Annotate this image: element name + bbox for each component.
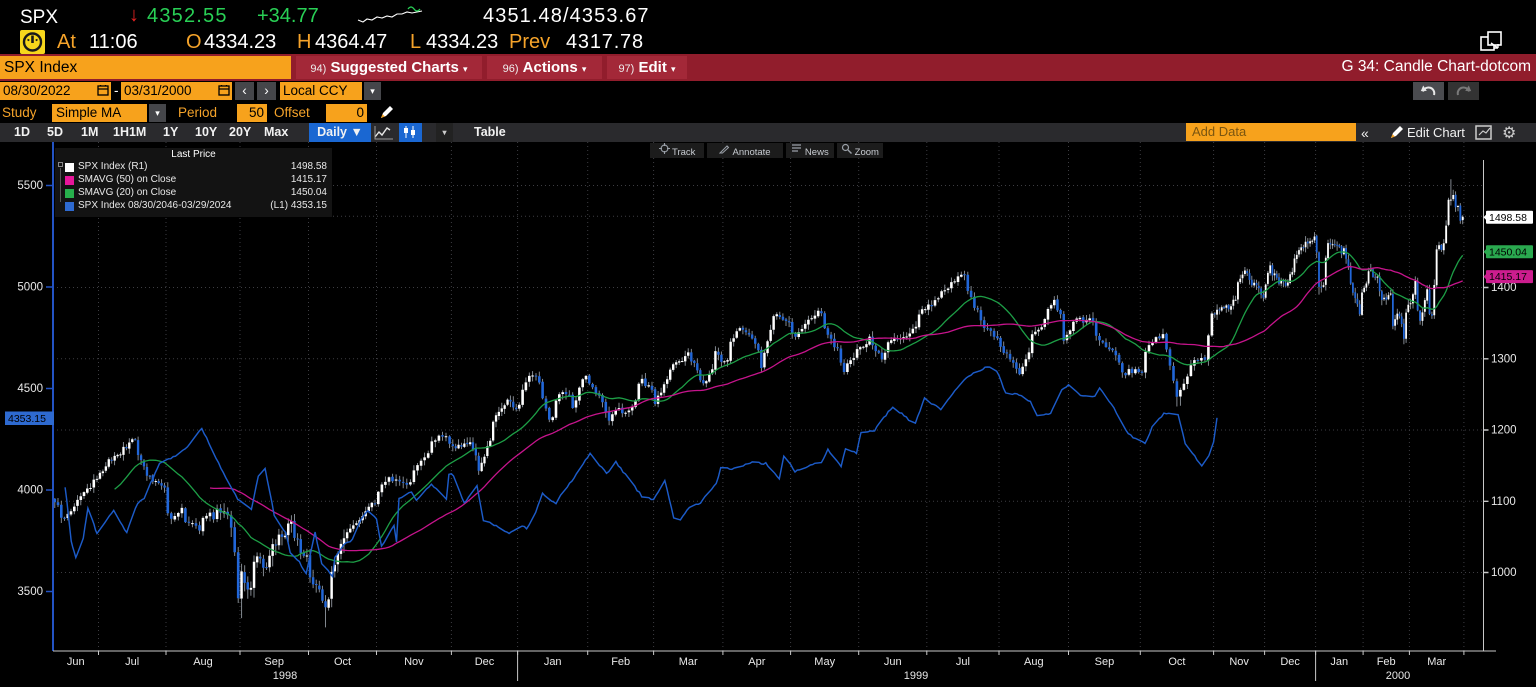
svg-text:Sep: Sep xyxy=(264,656,284,668)
svg-text:Dec: Dec xyxy=(475,656,495,668)
svg-text:Apr: Apr xyxy=(748,656,765,668)
svg-text:4000: 4000 xyxy=(17,485,43,497)
svg-text:1100: 1100 xyxy=(1491,496,1516,508)
svg-text:1498.58: 1498.58 xyxy=(1489,212,1527,224)
svg-text:4353.15: 4353.15 xyxy=(8,413,46,425)
svg-text:Sep: Sep xyxy=(1095,656,1115,668)
svg-text:Mar: Mar xyxy=(1427,656,1446,668)
svg-text:5500: 5500 xyxy=(17,180,43,192)
svg-text:Nov: Nov xyxy=(404,656,424,668)
svg-text:1999: 1999 xyxy=(904,670,928,682)
svg-text:3500: 3500 xyxy=(17,586,43,598)
svg-text:4500: 4500 xyxy=(17,383,43,395)
svg-text:Oct: Oct xyxy=(1168,656,1185,668)
svg-text:1000: 1000 xyxy=(1491,567,1517,579)
svg-text:Jun: Jun xyxy=(67,656,85,668)
svg-text:1998: 1998 xyxy=(273,670,297,682)
svg-text:5000: 5000 xyxy=(17,282,43,294)
svg-text:2000: 2000 xyxy=(1386,670,1410,682)
svg-text:Jun: Jun xyxy=(884,656,902,668)
svg-text:Feb: Feb xyxy=(611,656,630,668)
svg-text:Aug: Aug xyxy=(1024,656,1044,668)
svg-text:May: May xyxy=(814,656,835,668)
svg-text:1200: 1200 xyxy=(1491,425,1517,437)
svg-text:Oct: Oct xyxy=(334,656,351,668)
svg-text:Mar: Mar xyxy=(679,656,698,668)
svg-text:Feb: Feb xyxy=(1377,656,1396,668)
svg-text:Jul: Jul xyxy=(125,656,139,668)
svg-text:1400: 1400 xyxy=(1491,282,1517,294)
svg-text:Jul: Jul xyxy=(956,656,970,668)
svg-text:Aug: Aug xyxy=(193,656,213,668)
svg-text:1415.17: 1415.17 xyxy=(1489,271,1527,283)
svg-text:Nov: Nov xyxy=(1229,656,1249,668)
svg-text:Dec: Dec xyxy=(1280,656,1300,668)
svg-text:1450.04: 1450.04 xyxy=(1489,246,1527,258)
svg-text:Jan: Jan xyxy=(1330,656,1348,668)
svg-text:Jan: Jan xyxy=(544,656,562,668)
svg-text:1300: 1300 xyxy=(1491,353,1517,365)
